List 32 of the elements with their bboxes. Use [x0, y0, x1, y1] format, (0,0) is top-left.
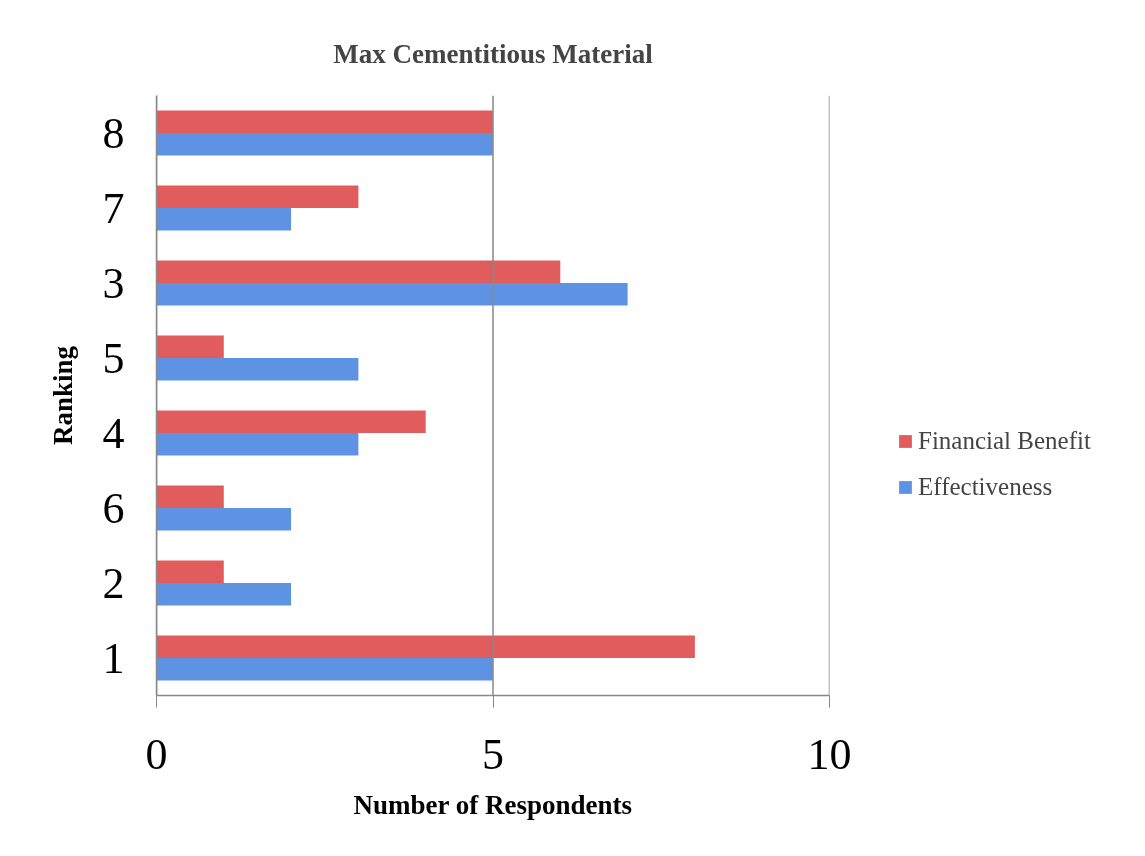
y-tick-label: 1 — [102, 633, 125, 683]
y-axis-title: Ranking — [47, 345, 78, 446]
bar — [156, 433, 359, 456]
x-axis-title: Number of Respondents — [353, 789, 633, 820]
y-tick-label: 6 — [102, 483, 125, 533]
x-tick-label: 0 — [145, 729, 168, 779]
bar — [156, 110, 493, 133]
chart-title: Max Cementitious Material — [333, 39, 654, 69]
bar — [156, 658, 493, 681]
x-tick-label: 5 — [482, 729, 504, 779]
y-tick-label: 3 — [102, 258, 125, 308]
y-tick-label: 5 — [102, 333, 125, 383]
bar — [156, 133, 493, 156]
bar — [156, 635, 695, 658]
bar — [156, 508, 292, 531]
bar — [156, 185, 359, 208]
bar — [156, 358, 359, 381]
x-tick-label: 10 — [807, 729, 852, 779]
legend-label: Financial Benefit — [918, 427, 1091, 455]
bar — [156, 583, 292, 606]
bar — [156, 208, 292, 231]
bar — [156, 260, 561, 283]
bar — [156, 410, 426, 433]
y-tick-label: 4 — [102, 408, 125, 458]
y-tick-label: 8 — [102, 108, 125, 158]
bar — [156, 335, 224, 358]
y-tick-label: 2 — [102, 558, 125, 608]
bar — [156, 560, 224, 583]
bar — [156, 283, 628, 306]
bar — [156, 485, 224, 508]
legend-label: Effectiveness — [918, 473, 1053, 501]
y-tick-label: 7 — [102, 183, 125, 233]
